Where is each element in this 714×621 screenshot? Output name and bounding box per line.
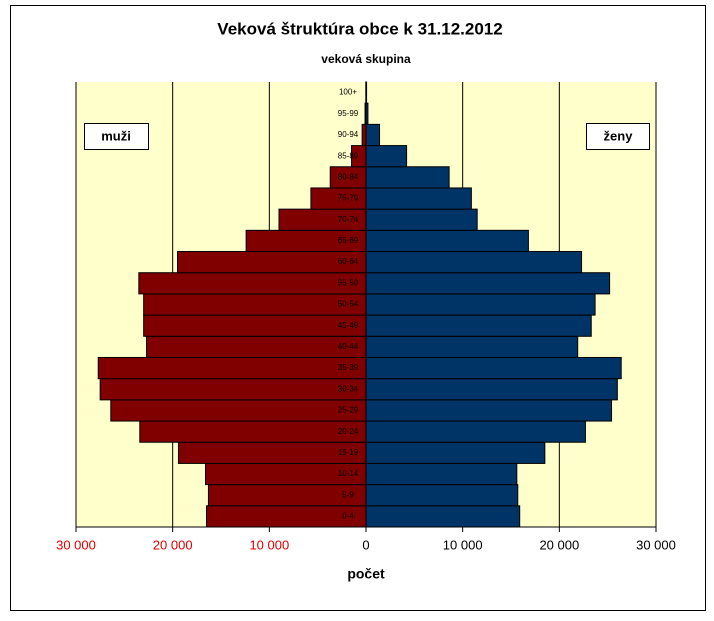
bar bbox=[365, 441, 546, 464]
category-label: 45-49 bbox=[338, 321, 359, 330]
chart-subtitle: veková skupina bbox=[321, 52, 411, 66]
x-tick-label: 10 000 bbox=[249, 537, 289, 552]
x-tick-label: 20 000 bbox=[539, 537, 579, 552]
bar bbox=[365, 123, 381, 147]
category-label: 30-34 bbox=[338, 384, 359, 393]
legend-box bbox=[84, 123, 149, 150]
category-label: 10-14 bbox=[338, 469, 359, 478]
category-label: 55-59 bbox=[338, 278, 359, 287]
bar bbox=[365, 420, 586, 443]
x-axis-title: počet bbox=[347, 566, 385, 582]
legend-label: muži bbox=[101, 128, 131, 143]
bar bbox=[365, 208, 478, 231]
category-label: 70-74 bbox=[338, 215, 359, 224]
legend-label: ženy bbox=[604, 128, 634, 143]
chart-title: Veková štruktúra obce k 31.12.2012 bbox=[217, 19, 502, 38]
bar bbox=[365, 314, 592, 337]
bar bbox=[365, 187, 472, 210]
category-label: 20-24 bbox=[338, 427, 359, 436]
x-tick-label: 20 000 bbox=[153, 537, 193, 552]
bar bbox=[365, 272, 611, 295]
bar bbox=[99, 378, 367, 401]
bar bbox=[365, 102, 369, 125]
x-tick-label: 0 bbox=[362, 537, 369, 552]
bar bbox=[361, 123, 367, 147]
x-tick-label: 30 000 bbox=[636, 537, 676, 552]
bar bbox=[365, 505, 521, 528]
bar bbox=[110, 399, 367, 422]
category-label: 95-99 bbox=[338, 109, 359, 118]
x-tick-label: 30 000 bbox=[56, 537, 96, 552]
bar bbox=[146, 335, 367, 358]
category-label: 85-89 bbox=[338, 151, 359, 160]
bar bbox=[365, 335, 579, 358]
bar bbox=[143, 314, 367, 337]
legend-box bbox=[586, 123, 650, 150]
category-label: 100+ bbox=[339, 88, 357, 97]
bar bbox=[365, 145, 408, 168]
bar bbox=[365, 356, 622, 380]
category-label: 60-64 bbox=[338, 257, 359, 266]
category-label: 25-29 bbox=[338, 406, 359, 415]
category-label: 80-84 bbox=[338, 172, 359, 181]
bar bbox=[365, 484, 519, 507]
category-label: 50-54 bbox=[338, 300, 359, 309]
category-label: 5-9 bbox=[342, 490, 354, 499]
x-tick-label: 10 000 bbox=[443, 537, 483, 552]
category-label: 0-4 bbox=[342, 512, 354, 521]
bar bbox=[138, 272, 367, 295]
bar bbox=[365, 462, 518, 486]
bar bbox=[365, 251, 583, 274]
bar bbox=[139, 420, 367, 443]
category-label: 65-69 bbox=[338, 236, 359, 245]
bar bbox=[365, 229, 529, 253]
bar bbox=[365, 399, 613, 422]
bar bbox=[143, 293, 367, 316]
bar bbox=[97, 356, 367, 380]
category-label: 35-39 bbox=[338, 363, 359, 372]
bar bbox=[365, 293, 596, 316]
bar bbox=[365, 166, 450, 189]
bar bbox=[365, 378, 618, 401]
category-label: 90-94 bbox=[338, 130, 359, 139]
category-label: 75-79 bbox=[338, 194, 359, 203]
category-label: 40-44 bbox=[338, 342, 359, 351]
bar bbox=[365, 81, 368, 104]
category-label: 15-19 bbox=[338, 448, 359, 457]
